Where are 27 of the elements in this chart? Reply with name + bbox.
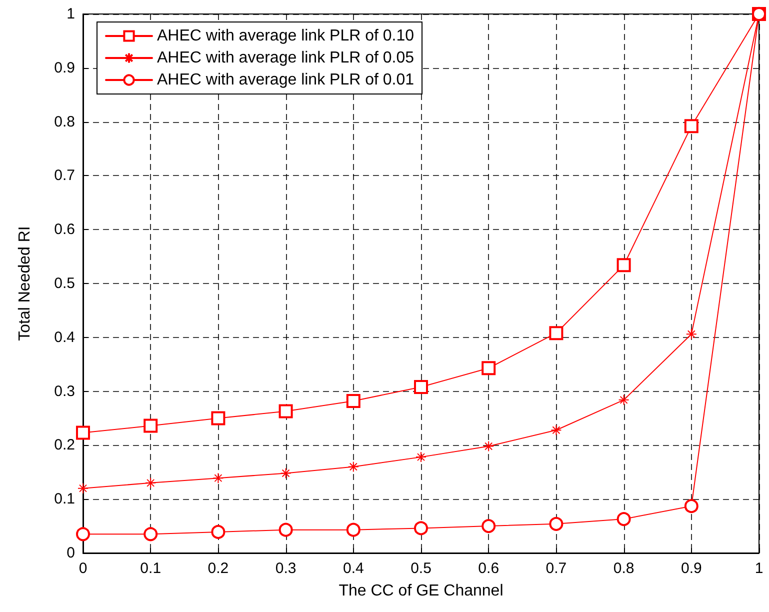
y-tick-label: 0.8 xyxy=(54,113,75,130)
y-tick-label: 0.9 xyxy=(54,59,75,76)
x-tick-label: 0.4 xyxy=(342,560,364,577)
x-tick-label: 0 xyxy=(78,560,88,577)
x-tick-label: 0.7 xyxy=(546,560,567,577)
legend-label: AHEC with average link PLR of 0.01 xyxy=(157,72,414,88)
x-tick-label: 0.6 xyxy=(478,560,500,577)
x-axis-title: The CC of GE Channel xyxy=(338,582,504,600)
legend-label: AHEC with average link PLR of 0.10 xyxy=(157,28,414,44)
y-tick-label: 0.4 xyxy=(54,328,75,346)
y-tick-label: 0 xyxy=(66,544,75,562)
legend-label: AHEC with average link PLR of 0.05 xyxy=(157,50,414,66)
x-tick-label: 0.5 xyxy=(410,560,432,577)
y-tick-label: 1 xyxy=(66,6,75,22)
x-tick-label: 0.3 xyxy=(275,560,296,577)
y-tick-label: 0.7 xyxy=(54,167,75,184)
y-tick-label: 0.2 xyxy=(54,436,75,454)
y-tick-label: 0.3 xyxy=(54,382,75,400)
x-tick-label: 1 xyxy=(754,560,764,577)
x-tick-label: 0.1 xyxy=(140,560,162,577)
y-axis-title: Total Needed RI xyxy=(16,226,34,341)
x-tick-label: 0.9 xyxy=(680,560,702,577)
x-tick-label: 0.2 xyxy=(208,560,229,577)
y-tick-label: 0.6 xyxy=(54,221,75,238)
x-tick-label: 0.8 xyxy=(613,560,634,577)
y-tick-label: 0.5 xyxy=(54,275,75,292)
y-tick-label: 0.1 xyxy=(54,490,75,508)
